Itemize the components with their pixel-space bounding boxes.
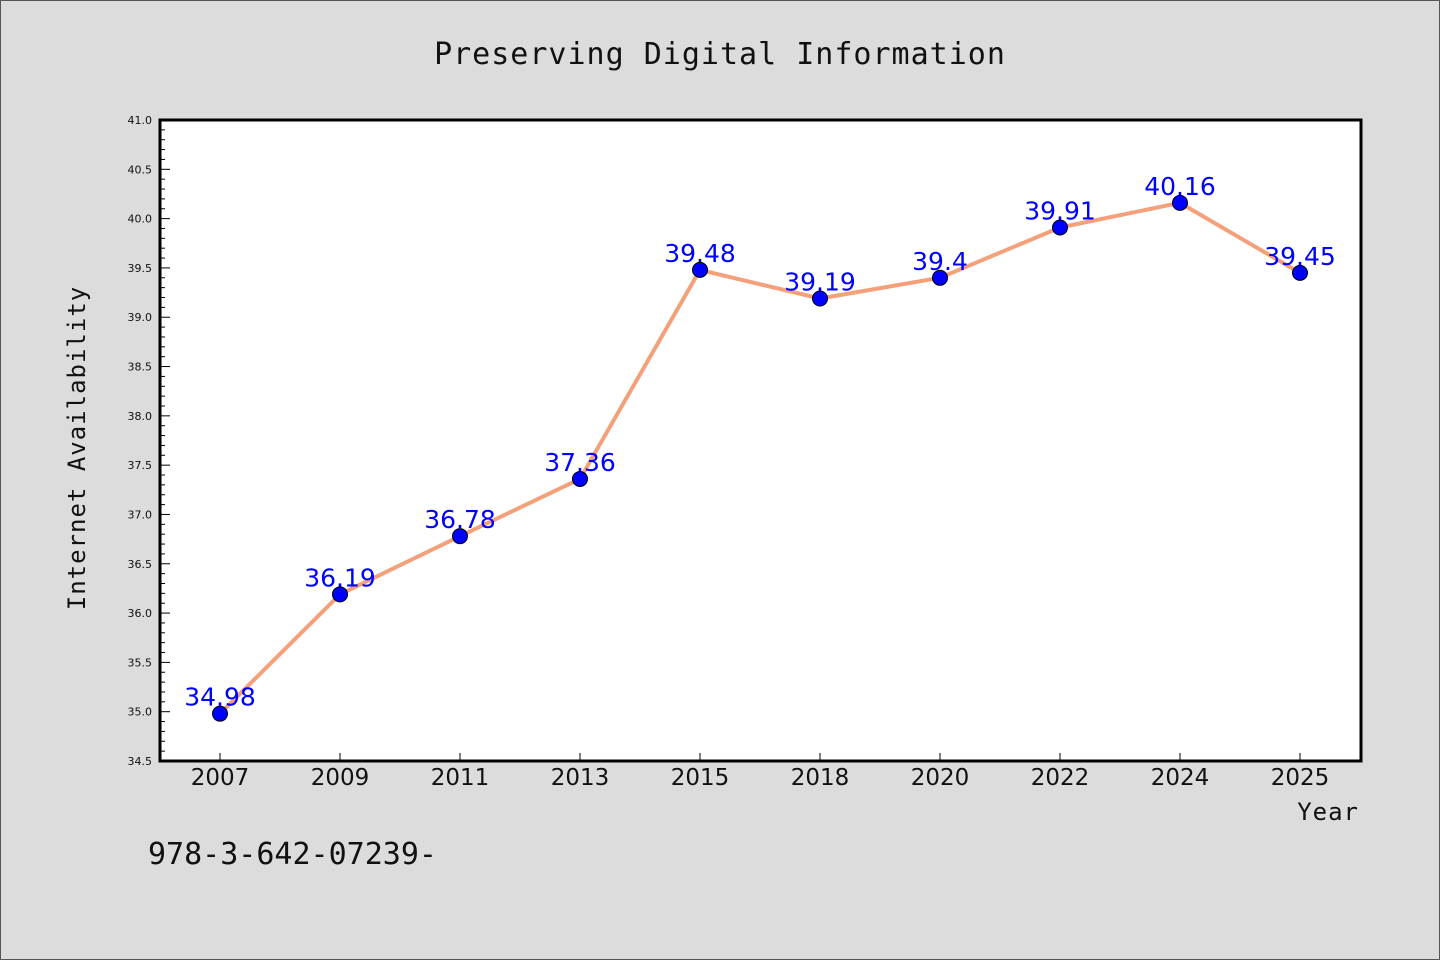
x-tick-label: 2018 xyxy=(791,765,850,791)
x-tick-label: 2013 xyxy=(551,765,610,791)
x-tick-label: 2011 xyxy=(431,765,490,791)
data-label: 39.48 xyxy=(664,239,736,268)
x-axis: 2007 2009 2011 2013 2015 2018 2020 2022 2024 2025 xyxy=(191,753,1330,791)
y-tick-label: 39.0 xyxy=(128,311,153,324)
y-tick-label: 36.0 xyxy=(128,607,153,620)
x-tick-label: 2025 xyxy=(1271,765,1330,791)
x-tick-label: 2020 xyxy=(911,765,970,791)
data-label: 40.16 xyxy=(1144,172,1216,201)
data-label: 39.45 xyxy=(1264,242,1336,271)
x-tick-label: 2015 xyxy=(671,765,730,791)
y-tick-label: 38.5 xyxy=(128,361,153,374)
data-label: 39.19 xyxy=(784,267,856,296)
data-label: 37.36 xyxy=(544,448,616,477)
y-tick-label: 35.0 xyxy=(128,706,153,719)
x-tick-label: 2024 xyxy=(1151,765,1210,791)
data-point xyxy=(452,528,468,545)
data-point xyxy=(692,261,708,278)
data-label: 36.19 xyxy=(304,563,376,592)
y-axis-label: Internet Availability xyxy=(63,286,91,610)
series-line xyxy=(218,200,1302,716)
data-point xyxy=(1172,194,1188,211)
data-point xyxy=(212,705,228,722)
y-axis: 34.5 35.0 35.5 36.0 36.5 37.0 37.5 38.0 38.5 39.0… xyxy=(128,114,170,768)
footer-text: 978-3-642-07239- xyxy=(148,837,437,872)
x-tick-label: 2022 xyxy=(1031,765,1090,791)
x-axis-label: Year xyxy=(1297,798,1359,826)
data-point xyxy=(812,290,828,307)
y-tick-label: 36.5 xyxy=(128,558,153,571)
plot-area xyxy=(158,118,1363,763)
x-tick-label: 2007 xyxy=(191,765,250,791)
data-label: 36.78 xyxy=(424,505,496,534)
data-label: 39.91 xyxy=(1024,196,1096,225)
data-point xyxy=(332,586,348,603)
y-tick-label: 39.5 xyxy=(128,262,153,275)
data-point xyxy=(932,269,948,286)
y-tick-label: 37.0 xyxy=(128,508,153,521)
data-label: 34.98 xyxy=(184,683,256,712)
data-point xyxy=(1052,219,1068,236)
y-tick-label: 40.5 xyxy=(128,163,153,176)
data-point xyxy=(1292,264,1308,281)
y-tick-label: 35.5 xyxy=(128,656,153,669)
chart-title: Preserving Digital Information xyxy=(434,37,1006,72)
y-tick-label: 41.0 xyxy=(128,114,153,127)
data-label: 39.4 xyxy=(912,247,968,276)
y-tick-label: 37.5 xyxy=(128,459,153,472)
series-group: 34.98 36.19 36.78 37.36 39.48 39.19 39.4 39.91 4… xyxy=(184,172,1336,722)
y-tick-label: 38.0 xyxy=(128,410,153,423)
y-tick-label: 40.0 xyxy=(128,213,153,226)
x-tick-label: 2009 xyxy=(311,765,370,791)
y-tick-label: 34.5 xyxy=(128,755,153,768)
data-point xyxy=(572,470,588,487)
